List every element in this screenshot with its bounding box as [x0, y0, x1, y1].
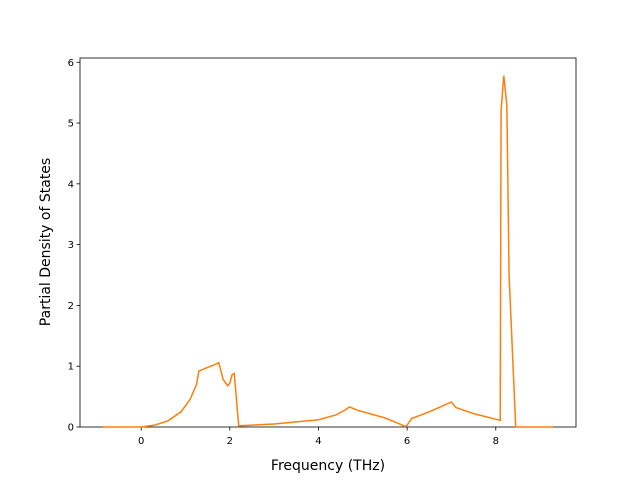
x-tick-label: 4 — [315, 436, 321, 447]
x-tick-label: 0 — [138, 436, 144, 447]
x-tick-label: 6 — [404, 436, 410, 447]
x-axis-label: Frequency (THz) — [271, 458, 385, 474]
y-axis-label: Partial Density of States — [38, 158, 54, 326]
y-tick-label: 3 — [68, 240, 74, 251]
x-tick-label: 8 — [493, 436, 499, 447]
axes-frame — [79, 57, 577, 428]
x-tick-label: 2 — [227, 436, 233, 447]
y-tick-label: 6 — [68, 58, 74, 69]
data-line — [102, 75, 554, 428]
y-tick-label: 4 — [68, 179, 74, 190]
y-tick-label: 0 — [68, 423, 74, 434]
y-tick-label: 1 — [68, 362, 74, 373]
y-tick-label: 5 — [68, 119, 74, 130]
y-tick-label: 2 — [68, 301, 74, 312]
